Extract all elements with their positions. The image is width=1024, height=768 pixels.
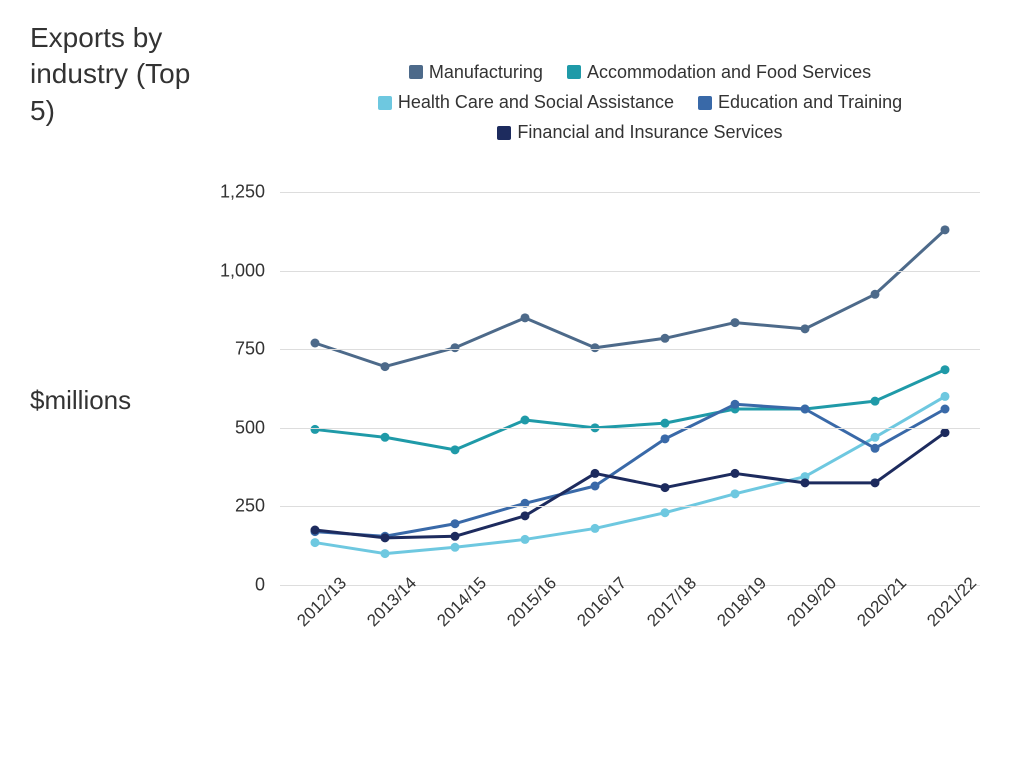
series-marker [661, 334, 670, 343]
gridline [280, 271, 980, 272]
series-marker [451, 343, 460, 352]
series-marker [311, 538, 320, 547]
series-marker [871, 433, 880, 442]
legend-label: Health Care and Social Assistance [398, 88, 674, 117]
series-marker [941, 428, 950, 437]
y-tick-label: 1,250 [205, 182, 265, 203]
legend-swatch [698, 96, 712, 110]
series-marker [941, 392, 950, 401]
series-marker [871, 444, 880, 453]
chart-svg [280, 145, 980, 585]
y-axis-label: $millions [30, 385, 131, 416]
series-marker [521, 416, 530, 425]
series-marker [941, 225, 950, 234]
chart-area: 02505007501,0001,250 2012/132013/142014/… [230, 145, 990, 655]
series-marker [731, 469, 740, 478]
series-marker [801, 478, 810, 487]
series-marker [591, 482, 600, 491]
plot-region: 02505007501,0001,250 [280, 145, 980, 585]
series-marker [311, 339, 320, 348]
legend-swatch [378, 96, 392, 110]
series-marker [661, 434, 670, 443]
series-marker [451, 543, 460, 552]
series-marker [661, 508, 670, 517]
series-marker [731, 400, 740, 409]
y-tick-label: 1,000 [205, 260, 265, 281]
series-marker [871, 290, 880, 299]
legend-item: Accommodation and Food Services [567, 58, 871, 87]
series-marker [591, 469, 600, 478]
series-marker [521, 535, 530, 544]
series-marker [451, 532, 460, 541]
series-line [315, 230, 945, 367]
y-tick-label: 500 [205, 417, 265, 438]
series-marker [381, 533, 390, 542]
gridline [280, 506, 980, 507]
series-marker [381, 362, 390, 371]
gridline [280, 349, 980, 350]
legend-label: Accommodation and Food Services [587, 58, 871, 87]
legend-label: Education and Training [718, 88, 902, 117]
series-line [315, 370, 945, 450]
gridline [280, 428, 980, 429]
series-marker [311, 526, 320, 535]
series-marker [451, 519, 460, 528]
series-marker [871, 397, 880, 406]
y-tick-label: 750 [205, 339, 265, 360]
series-marker [381, 549, 390, 558]
series-marker [311, 425, 320, 434]
gridline [280, 192, 980, 193]
series-marker [731, 489, 740, 498]
series-marker [731, 318, 740, 327]
legend-item: Education and Training [698, 88, 902, 117]
y-tick-label: 250 [205, 496, 265, 517]
legend-swatch [409, 65, 423, 79]
y-tick-label: 0 [205, 575, 265, 596]
chart-title: Exports by industry (Top 5) [30, 20, 210, 129]
series-marker [661, 419, 670, 428]
legend-label: Manufacturing [429, 58, 543, 87]
legend-swatch [567, 65, 581, 79]
series-marker [521, 511, 530, 520]
series-marker [661, 483, 670, 492]
series-marker [801, 324, 810, 333]
series-marker [521, 313, 530, 322]
legend-item: Financial and Insurance Services [497, 118, 782, 147]
series-marker [871, 478, 880, 487]
legend-item: Manufacturing [409, 58, 543, 87]
legend: Manufacturing Accommodation and Food Serv… [330, 58, 950, 149]
legend-item: Health Care and Social Assistance [378, 88, 674, 117]
legend-swatch [497, 126, 511, 140]
series-line [315, 396, 945, 553]
series-marker [381, 433, 390, 442]
series-marker [591, 524, 600, 533]
series-marker [801, 405, 810, 414]
series-marker [941, 365, 950, 374]
series-marker [941, 405, 950, 414]
series-marker [451, 445, 460, 454]
series-marker [591, 343, 600, 352]
legend-label: Financial and Insurance Services [517, 118, 782, 147]
